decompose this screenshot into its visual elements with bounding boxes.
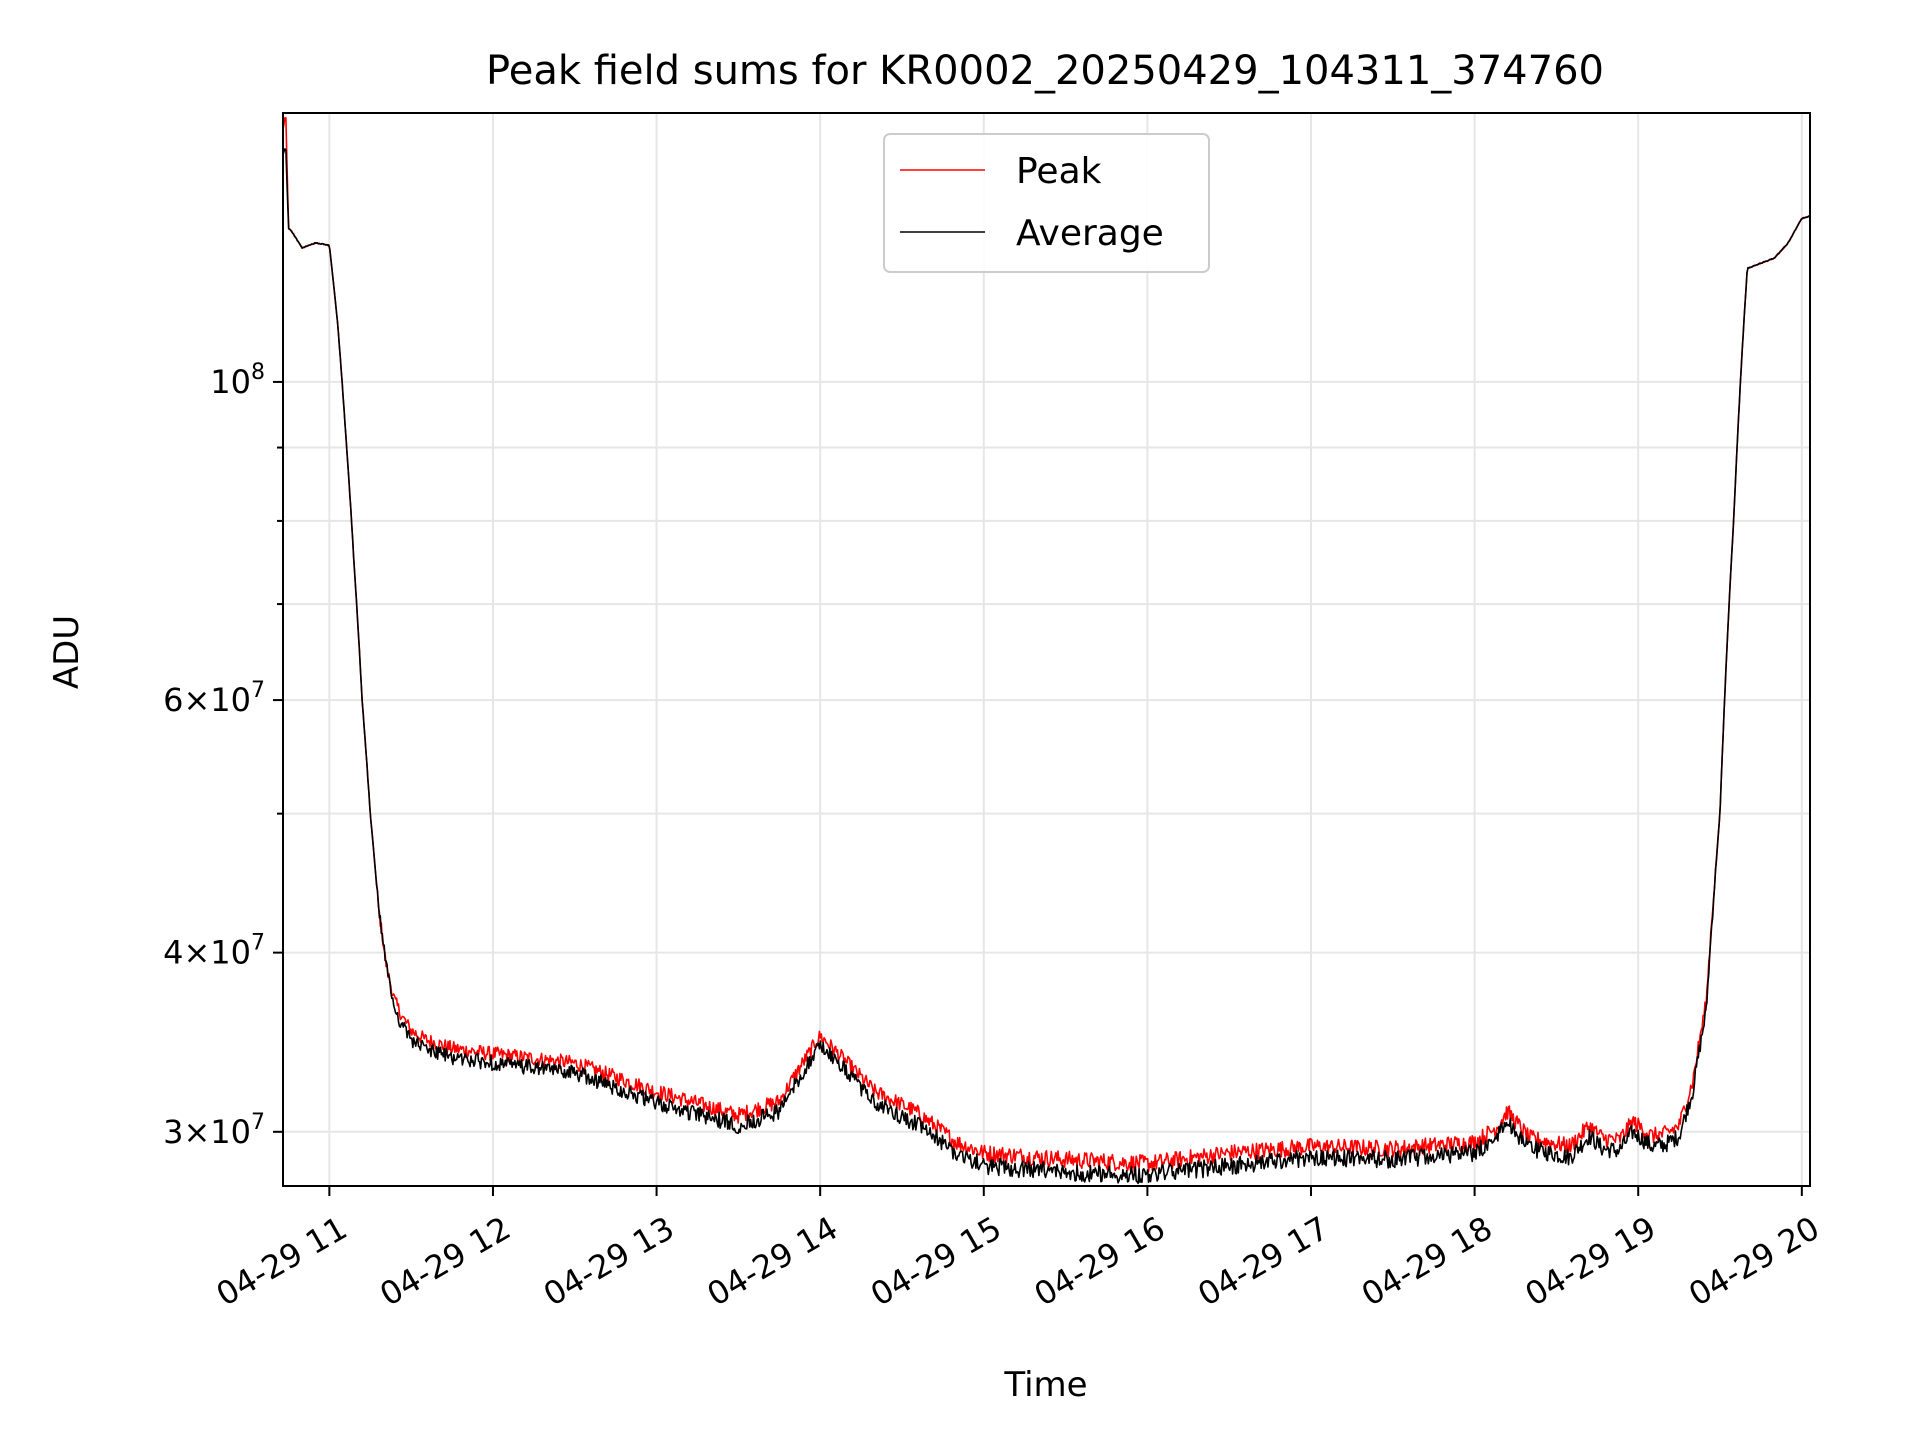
y-tick-label: 6×107 [163, 678, 265, 719]
series-layer [282, 117, 1811, 1185]
series-line-peak [282, 117, 1811, 1173]
legend-label-average: Average [1016, 213, 1164, 254]
plot-frame [282, 112, 1811, 1187]
y-axis: 3×107 4×107 6×107 108 [163, 360, 283, 1151]
y-axis-label: ADU [47, 615, 87, 689]
y-tick-label: 3×107 [163, 1110, 265, 1151]
y-tick-label: 4×107 [163, 931, 265, 972]
y-tick-label: 108 [210, 360, 265, 401]
series-line-average [282, 148, 1811, 1185]
gridlines [283, 113, 1810, 1186]
legend-label-peak: Peak [1016, 151, 1102, 192]
legend: Peak Average [883, 133, 1210, 273]
chart-title: Peak field sums for KR0002_20250429_1043… [486, 48, 1604, 94]
x-axis-label: Time [1003, 1365, 1087, 1405]
legend-box [883, 133, 1210, 273]
